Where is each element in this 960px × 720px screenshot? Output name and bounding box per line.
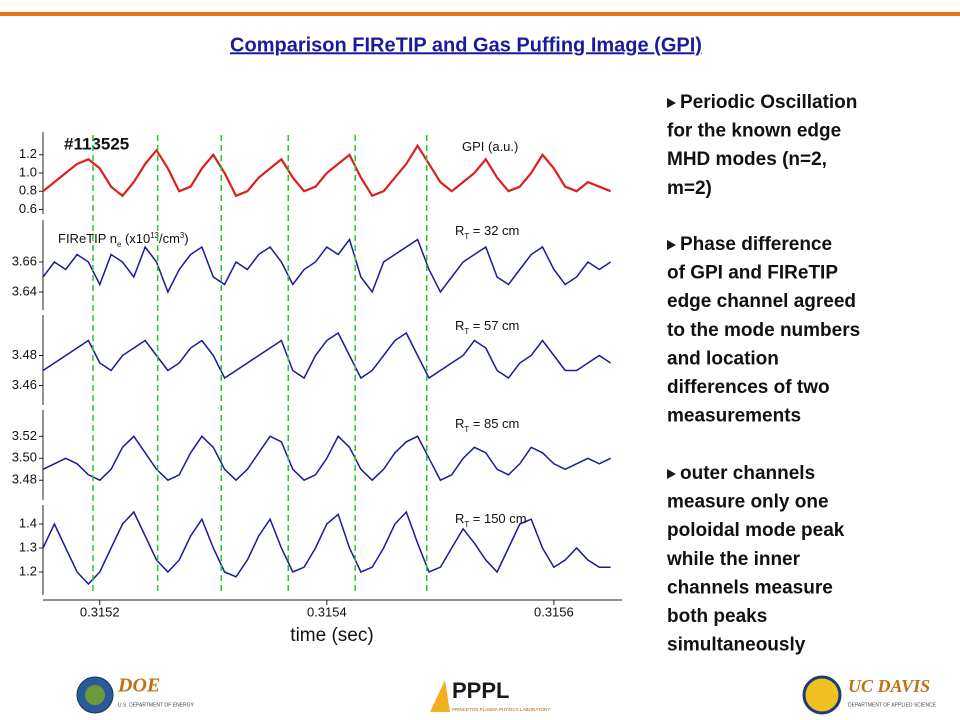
panel-label-part: = 150 cm [469,511,526,526]
panel-label: GPI (a.u.) [462,139,518,154]
y-tick-label: 1.3 [19,539,37,554]
y-tick-label: 3.64 [12,283,37,298]
x-axis-label: time (sec) [290,625,373,646]
x-tick-label: 0.3154 [307,604,347,619]
y-tick-label: 3.66 [12,253,37,268]
doe-text: DOE [117,675,160,697]
panel-label-part: R [455,223,464,238]
pppl-burst [430,680,450,712]
y-tick-label: 3.46 [12,377,37,392]
trace [42,331,612,380]
ucd-text: UC DAVIS [848,676,930,696]
bullet [667,240,676,250]
panel-label-part: T [464,232,469,241]
y-axis-label-part: ) [184,231,188,246]
trace [42,237,612,294]
y-axis-label: FIReTIP ne (x1013/cm3) [58,231,189,249]
ucd-subtext: DEPARTMENT OF APPLIED SCIENCE [848,702,937,708]
bullet-text: channels measure [667,577,833,598]
bullet-text: to the mode numbers [667,320,860,341]
x-tick-label: 0.3156 [534,604,574,619]
bullet-text: edge channel agreed [667,291,856,312]
doe-logo-inner [85,685,105,705]
panel-label: RT = 57 cm [455,318,519,335]
panel-label-part: = 85 cm [469,416,519,431]
y-tick-label: 1.0 [19,164,37,179]
panel-label-part: = 57 cm [469,318,519,333]
panel-label-part: GPI (a.u.) [462,139,518,154]
panel-label-part: R [455,416,464,431]
y-axis-label-part: e [117,240,121,249]
bullet-text: MHD modes (n=2, [667,149,827,170]
y-tick-label: 1.2 [19,563,37,578]
bullet-text: and location [667,348,779,369]
panel-label-part: = 32 cm [469,223,519,238]
y-tick-label: 3.50 [12,450,37,465]
doe-subtext: U.S. DEPARTMENT OF ENERGY [118,702,195,708]
panel-label-part: R [455,511,464,526]
top-rule [0,12,960,16]
y-axis-label-part: 3 [180,231,184,240]
panel-label: RT = 32 cm [455,223,519,240]
pppl-text: PPPL [452,678,509,703]
panel-label-part: T [464,327,469,336]
bullet-text: m=2) [667,178,712,199]
y-tick-label: 3.48 [12,472,37,487]
y-tick-label: 3.48 [12,347,37,362]
y-axis-label-part: /cm [159,231,180,246]
y-tick-label: 1.4 [19,515,37,530]
panel-label-part: T [464,425,469,434]
y-axis-label-part: (x10 [121,231,150,246]
bullet-text: poloidal mode peak [667,520,845,541]
trace [42,435,611,482]
shot-number: #113525 [64,134,129,153]
bullet-text: differences of two [667,377,830,398]
y-axis-label-part: FIReTIP n [58,231,117,246]
bullet-text: measure only one [667,492,829,513]
bullet-text: Periodic Oscillation [680,92,857,113]
bullet-text: measurements [667,406,801,427]
trace [42,143,612,198]
y-tick-label: 1.2 [19,146,37,161]
bullet [667,469,676,479]
bullet-text: Phase difference [680,234,832,255]
bullet-text: simultaneously [667,635,806,656]
y-tick-label: 3.52 [12,428,37,443]
bullet-text: for the known edge [667,121,841,142]
pppl-subtext: PRINCETON PLASMA PHYSICS LABORATORY [452,707,550,712]
bullet-text: both peaks [667,606,767,627]
ucd-logo [802,675,842,715]
panel-label-part: T [464,520,469,529]
y-tick-label: 0.6 [19,201,37,216]
trace [42,510,611,586]
bullet-text: while the inner [666,549,801,570]
slide-title: Comparison FIReTIP and Gas Puffing Image… [230,34,702,56]
panel-label: RT = 150 cm [455,511,527,528]
bullet-text: of GPI and FIReTIP [667,263,838,284]
x-tick-label: 0.3152 [80,604,120,619]
panel-label: RT = 85 cm [455,416,519,433]
y-tick-label: 0.8 [19,183,37,198]
bullet [667,98,676,108]
y-axis-label-part: 13 [150,231,159,240]
panel-label-part: R [455,318,464,333]
bullet-text: outer channels [680,463,815,484]
